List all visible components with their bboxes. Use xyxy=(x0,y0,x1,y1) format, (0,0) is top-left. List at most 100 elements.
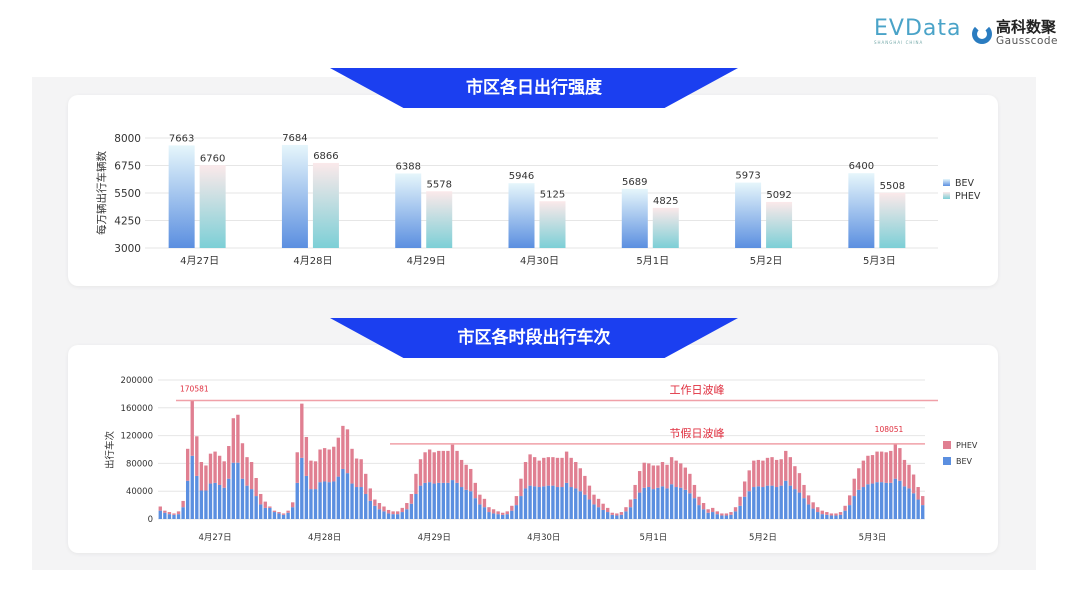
bar-bev xyxy=(729,514,733,519)
bar-phev xyxy=(519,478,523,497)
bar-phev xyxy=(884,452,888,483)
bar-bev xyxy=(409,503,414,519)
bar-bev xyxy=(884,482,888,519)
bar-phev xyxy=(733,507,738,512)
bar-phev xyxy=(373,499,377,506)
bar-phev xyxy=(583,475,587,495)
bar-bev xyxy=(327,482,331,519)
bar-bev xyxy=(364,493,368,519)
bar-phev xyxy=(341,425,345,469)
bar-phev xyxy=(491,509,496,514)
bar-phev xyxy=(368,488,372,501)
y-tick-label: 5500 xyxy=(114,188,141,200)
bar-phev xyxy=(774,459,779,488)
bar-bev xyxy=(583,494,587,519)
bar-bev xyxy=(615,515,619,519)
bar-bev xyxy=(651,489,656,519)
legend-swatch-phev xyxy=(943,192,950,199)
bar-bev xyxy=(432,483,436,519)
y-tick-label: 120000 xyxy=(121,432,153,442)
bar-phev xyxy=(469,468,473,492)
bar-bev xyxy=(523,488,528,519)
bar-bev xyxy=(227,478,231,519)
bar-phev xyxy=(172,513,176,515)
bar-bev xyxy=(478,504,482,519)
bar-bev xyxy=(249,489,254,519)
bar-phev xyxy=(596,498,601,508)
x-tick-label: 5月1日 xyxy=(639,533,667,543)
bar-bev xyxy=(674,487,678,519)
legend-swatch-bev xyxy=(943,457,951,465)
y-tick-label: 80000 xyxy=(126,459,153,469)
bar-phev xyxy=(564,451,569,483)
bar-phev xyxy=(610,512,614,515)
bar-phev xyxy=(921,496,925,506)
bar-phev xyxy=(231,418,236,463)
bar-bev xyxy=(742,496,747,519)
bar-bev xyxy=(427,482,432,519)
bar-phev xyxy=(615,513,619,516)
bar-bev xyxy=(510,510,514,519)
bar-phev xyxy=(432,452,436,484)
bar-bev xyxy=(309,489,313,519)
bar-bev xyxy=(907,488,911,519)
bar-phev xyxy=(505,511,509,515)
bar-bev xyxy=(724,515,729,519)
bar-bev xyxy=(213,482,217,519)
bar-bev xyxy=(825,514,829,519)
bar-bev xyxy=(669,484,674,519)
bar-bev xyxy=(464,489,468,519)
bar-phev xyxy=(482,498,487,508)
bar-bev xyxy=(706,512,710,519)
bar-bev xyxy=(172,514,176,519)
bar-phev xyxy=(405,503,409,510)
bar-phev xyxy=(825,512,829,515)
bar-phev xyxy=(336,437,341,477)
bar-phev xyxy=(738,496,742,506)
bar-phev xyxy=(742,481,747,497)
bar-bev xyxy=(377,509,382,519)
bar-phev xyxy=(195,436,199,476)
x-tick-label: 4月28日 xyxy=(293,255,332,267)
data-label: 5508 xyxy=(880,181,905,192)
bar-phev xyxy=(633,484,637,499)
bar-phev xyxy=(806,495,811,505)
bar-bev xyxy=(537,487,541,519)
legend-label-phev: PHEV xyxy=(955,191,981,202)
x-tick-label: 4月27日 xyxy=(180,255,219,267)
bar-phev xyxy=(761,460,765,488)
daily-chart-title: 市区各日出行强度 xyxy=(330,68,738,108)
gausscode-logo: 高科数聚 Gausscode xyxy=(972,20,1058,47)
bar-bev xyxy=(514,505,519,519)
bar-bev xyxy=(354,487,359,519)
bar-phev xyxy=(217,455,222,485)
bar-bev xyxy=(168,145,195,248)
bar-phev xyxy=(464,464,468,490)
bar-bev xyxy=(665,488,669,519)
data-label: 5973 xyxy=(735,171,760,182)
bar-bev xyxy=(564,482,569,519)
bar-phev xyxy=(386,509,391,514)
bar-bev xyxy=(158,510,162,519)
bar-phev xyxy=(163,510,167,513)
bar-bev xyxy=(765,485,770,519)
bar-bev xyxy=(199,490,204,519)
bar-bev xyxy=(295,482,299,519)
bar-bev xyxy=(861,487,866,519)
bar-bev xyxy=(396,514,400,519)
bar-phev xyxy=(816,507,820,513)
bar-bev xyxy=(555,487,560,519)
bar-bev xyxy=(921,505,925,519)
bar-phev xyxy=(272,510,277,513)
bar-phev xyxy=(711,507,715,513)
bar-phev xyxy=(765,457,770,486)
bar-bev xyxy=(437,482,441,519)
y-tick-label: 3000 xyxy=(114,243,141,255)
bar-phev xyxy=(660,462,665,487)
bar-bev xyxy=(624,511,628,519)
bar-phev xyxy=(245,457,249,486)
bar-phev xyxy=(236,414,240,463)
bar-bev xyxy=(551,485,555,519)
data-label: 4825 xyxy=(653,196,678,207)
bar-bev xyxy=(735,182,762,248)
